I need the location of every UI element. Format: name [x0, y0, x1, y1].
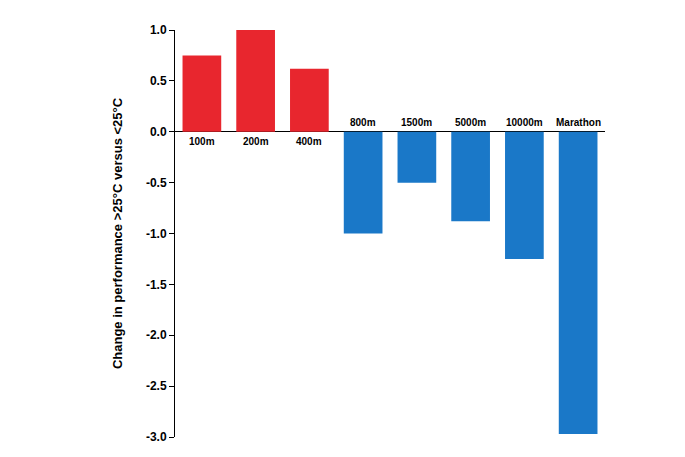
svg-text:1500m: 1500m — [401, 117, 432, 128]
svg-text:-1.0: -1.0 — [146, 227, 167, 241]
svg-text:-1.5: -1.5 — [146, 278, 167, 292]
svg-text:200m: 200m — [243, 136, 269, 147]
svg-text:-2.0: -2.0 — [146, 328, 167, 342]
svg-text:5000m: 5000m — [455, 117, 486, 128]
svg-text:Marathon: Marathon — [556, 117, 601, 128]
svg-text:10000m: 10000m — [506, 117, 543, 128]
svg-text:400m: 400m — [296, 136, 322, 147]
svg-text:0.5: 0.5 — [150, 74, 167, 88]
svg-text:0.0: 0.0 — [150, 125, 167, 139]
svg-text:-0.5: -0.5 — [146, 176, 167, 190]
svg-text:100m: 100m — [189, 136, 215, 147]
svg-text:-2.5: -2.5 — [146, 379, 167, 393]
svg-text:1.0: 1.0 — [150, 23, 167, 37]
svg-text:-3.0: -3.0 — [146, 430, 167, 444]
svg-text:800m: 800m — [350, 117, 376, 128]
svg-text:Change in performance >25°C ve: Change in performance >25°C versus <25°C — [110, 97, 125, 369]
